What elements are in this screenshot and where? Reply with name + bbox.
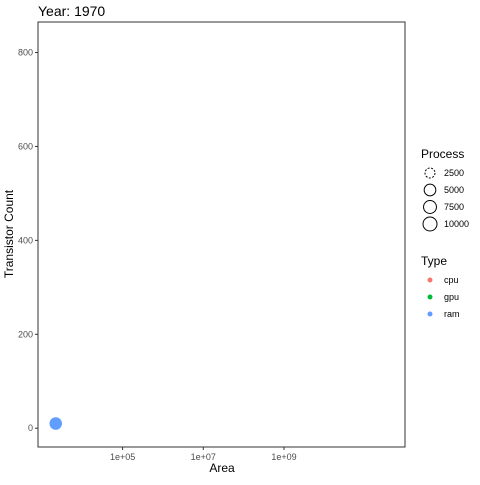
size-legend-title: Process bbox=[421, 147, 464, 161]
size-legend-label: 7500 bbox=[444, 202, 464, 212]
color-legend-label: cpu bbox=[444, 275, 459, 285]
x-tick-label: 1e+09 bbox=[271, 452, 296, 462]
plot-panel bbox=[37, 21, 406, 448]
size-legend-label: 5000 bbox=[444, 185, 464, 195]
x-tick-label: 1e+05 bbox=[110, 452, 135, 462]
y-axis-label: Transistor Count bbox=[2, 189, 16, 278]
y-tick-label: 800 bbox=[18, 48, 33, 58]
color-legend-label: ram bbox=[444, 309, 460, 319]
color-legend-label: gpu bbox=[444, 292, 459, 302]
color-legend: Type cpu gpu ram bbox=[421, 254, 460, 319]
color-legend-title: Type bbox=[421, 254, 447, 268]
x-axis: 1e+05 1e+07 1e+09 bbox=[110, 447, 297, 462]
size-legend-key bbox=[423, 183, 437, 197]
y-tick-label: 200 bbox=[18, 329, 33, 339]
size-legend-key bbox=[424, 167, 436, 179]
data-points bbox=[49, 417, 62, 430]
color-legend-key-cpu bbox=[427, 277, 433, 283]
y-tick-label: 0 bbox=[28, 423, 33, 433]
y-axis: 0 200 400 600 800 bbox=[18, 48, 38, 433]
size-legend-label: 2500 bbox=[444, 168, 464, 178]
color-legend-key-ram bbox=[427, 311, 433, 317]
x-axis-label: Area bbox=[209, 461, 235, 475]
color-legend-key-gpu bbox=[427, 294, 433, 300]
size-legend-key bbox=[422, 216, 438, 232]
data-point-ram bbox=[49, 417, 62, 430]
chart-title: Year: 1970 bbox=[38, 3, 105, 19]
y-tick-label: 400 bbox=[18, 235, 33, 245]
size-legend-label: 10000 bbox=[444, 219, 469, 229]
size-legend-key bbox=[423, 200, 437, 214]
x-tick-label: 1e+07 bbox=[191, 452, 216, 462]
size-legend: Process 2500 5000 7500 10000 bbox=[421, 147, 469, 232]
y-tick-label: 600 bbox=[18, 141, 33, 151]
